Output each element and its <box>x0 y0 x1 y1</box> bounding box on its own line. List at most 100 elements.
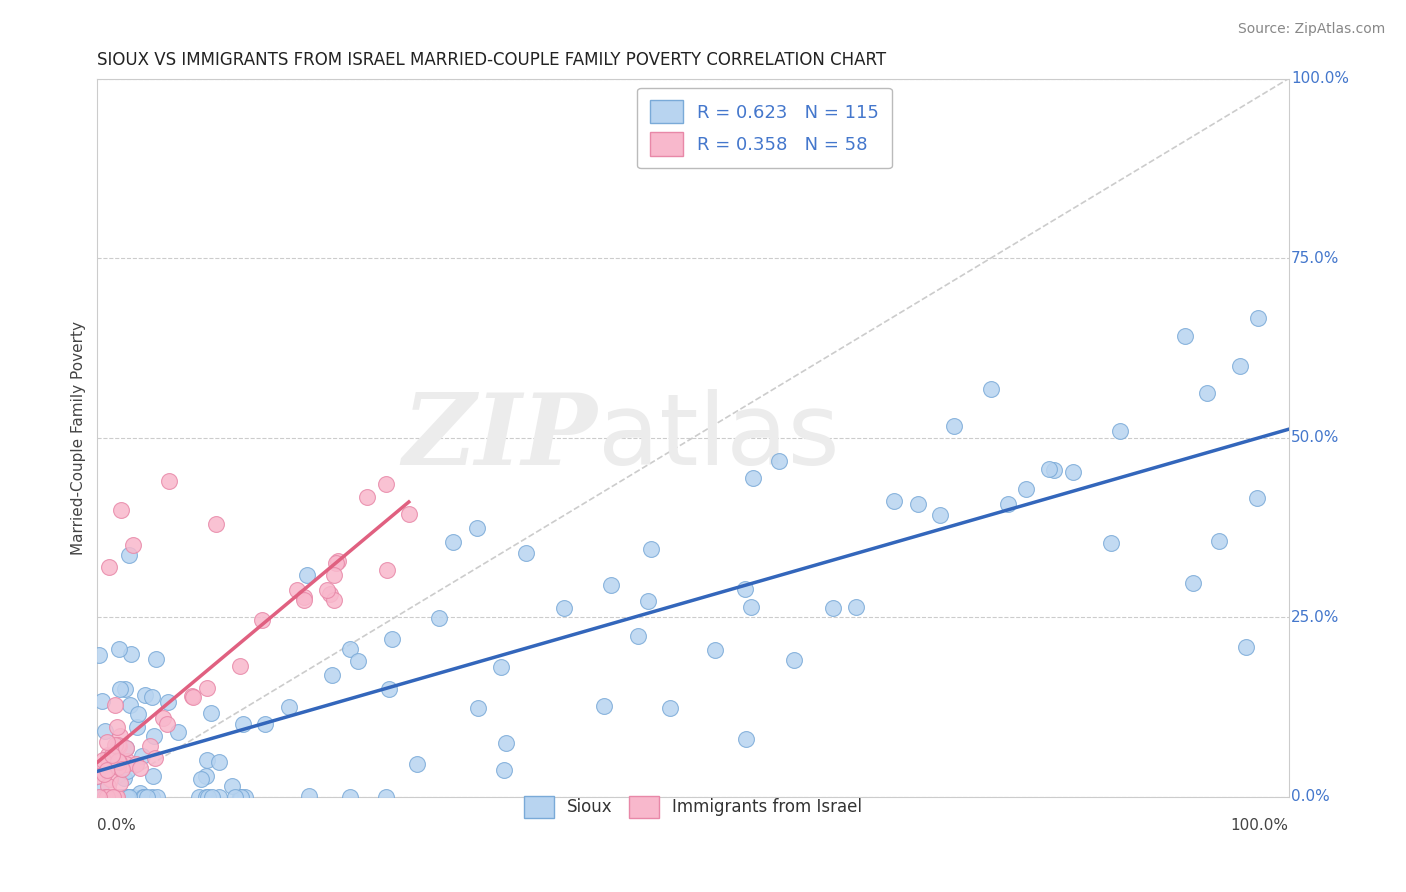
Point <box>87 789 110 804</box>
Point <box>103 789 125 804</box>
Point <box>129 786 152 800</box>
Point <box>253 717 276 731</box>
Point <box>110 762 132 776</box>
Point <box>377 682 399 697</box>
Point <box>138 739 160 753</box>
Point <box>98 789 121 804</box>
Point <box>90 789 112 804</box>
Point <box>110 776 132 790</box>
Point <box>347 654 370 668</box>
Point <box>1043 463 1066 477</box>
Point <box>98 772 121 787</box>
Point <box>208 789 231 804</box>
Point <box>553 600 575 615</box>
Point <box>103 746 125 760</box>
Point <box>97 747 120 762</box>
Point <box>114 682 136 697</box>
Point <box>97 780 120 794</box>
Point <box>115 789 138 804</box>
Point <box>375 563 398 577</box>
Point <box>492 763 515 777</box>
Point <box>117 548 139 562</box>
Point <box>208 755 231 769</box>
Point <box>108 755 131 769</box>
Point <box>107 738 129 752</box>
Point <box>197 789 219 804</box>
Point <box>195 789 218 804</box>
Point <box>104 698 127 712</box>
Point <box>298 789 321 804</box>
Point <box>104 738 127 752</box>
Point <box>704 642 727 657</box>
Point <box>250 613 273 627</box>
Point <box>356 490 378 504</box>
Point <box>997 497 1019 511</box>
Point <box>93 758 115 772</box>
Point <box>115 764 138 778</box>
Point <box>907 498 929 512</box>
Point <box>980 382 1002 396</box>
Point <box>142 769 165 783</box>
Point <box>735 732 758 747</box>
Point <box>98 789 121 804</box>
Legend: Sioux, Immigrants from Israel: Sioux, Immigrants from Israel <box>517 789 869 824</box>
Point <box>108 681 131 696</box>
Point <box>129 761 152 775</box>
Point <box>734 582 756 596</box>
Point <box>125 757 148 772</box>
Point <box>201 789 224 804</box>
Point <box>107 739 129 754</box>
Point <box>96 763 118 777</box>
Point <box>316 582 339 597</box>
Point <box>143 750 166 764</box>
Point <box>105 789 128 804</box>
Point <box>107 789 129 804</box>
Point <box>188 789 211 804</box>
Point <box>94 789 117 804</box>
Y-axis label: Married-Couple Family Poverty: Married-Couple Family Poverty <box>72 321 86 555</box>
Point <box>221 779 243 793</box>
Point <box>136 789 159 804</box>
Point <box>107 754 129 768</box>
Point <box>322 592 344 607</box>
Point <box>108 729 131 743</box>
Point <box>319 587 342 601</box>
Point <box>114 740 136 755</box>
Point <box>297 567 319 582</box>
Text: 0.0%: 0.0% <box>1291 789 1330 805</box>
Point <box>132 789 155 804</box>
Point <box>1246 491 1268 505</box>
Point <box>86 769 108 783</box>
Point <box>87 648 110 663</box>
Point <box>1108 424 1130 438</box>
Point <box>131 748 153 763</box>
Point <box>740 599 762 614</box>
Point <box>339 789 361 804</box>
Point <box>495 736 517 750</box>
Text: 100.0%: 100.0% <box>1230 818 1289 833</box>
Point <box>224 789 246 804</box>
Point <box>152 711 174 725</box>
Point <box>928 508 950 522</box>
Point <box>142 729 165 743</box>
Point <box>181 689 204 703</box>
Point <box>374 477 396 491</box>
Point <box>96 789 118 804</box>
Text: SIOUX VS IMMIGRANTS FROM ISRAEL MARRIED-COUPLE FAMILY POVERTY CORRELATION CHART: SIOUX VS IMMIGRANTS FROM ISRAEL MARRIED-… <box>97 51 886 69</box>
Point <box>325 556 347 570</box>
Point <box>115 789 138 804</box>
Point <box>122 538 145 552</box>
Point <box>637 594 659 608</box>
Point <box>127 720 149 734</box>
Point <box>110 502 132 516</box>
Text: 75.0%: 75.0% <box>1291 251 1340 266</box>
Point <box>100 789 122 804</box>
Text: atlas: atlas <box>598 389 839 486</box>
Point <box>883 494 905 508</box>
Point <box>118 789 141 804</box>
Point <box>1208 534 1230 549</box>
Point <box>145 652 167 666</box>
Point <box>141 789 163 804</box>
Point <box>321 668 343 682</box>
Point <box>103 789 125 804</box>
